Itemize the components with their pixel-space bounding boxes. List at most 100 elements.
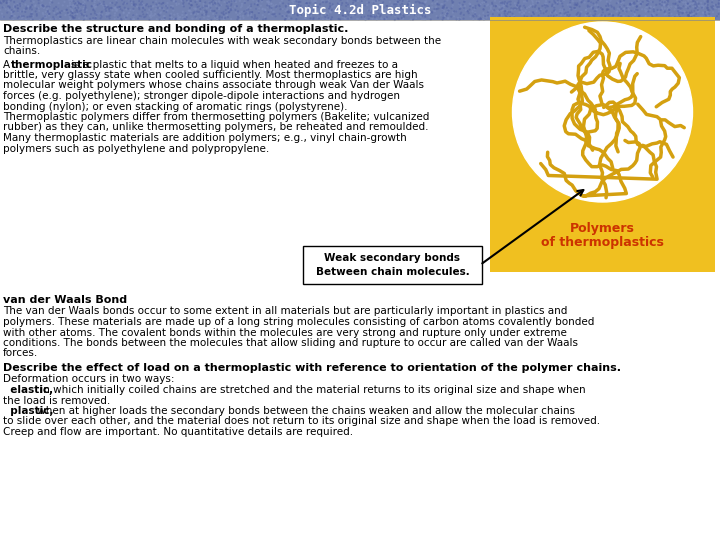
Point (292, 0, 304, 7)
Point (7, 8, 19, 16)
Point (81, 11, 92, 20)
Point (90, 14, 102, 23)
Point (616, 11, 627, 20)
Point (181, 0, 193, 5)
Point (226, 0, 238, 5)
Point (580, 11, 592, 19)
Point (221, 11, 233, 19)
Point (36, 15, 48, 24)
Point (388, 7, 400, 16)
Point (107, 0, 118, 7)
Point (601, 14, 613, 22)
Point (189, 8, 200, 16)
Point (114, 3, 125, 12)
Point (68, 14, 79, 22)
Point (274, 10, 285, 18)
Point (672, 6, 684, 15)
Point (686, 6, 698, 15)
Point (436, 8, 448, 17)
Point (26, 1, 37, 9)
Point (670, 0, 681, 9)
Point (405, 15, 416, 24)
Point (71, 6, 82, 15)
Point (505, 5, 517, 14)
Point (606, 2, 617, 10)
Point (672, 4, 684, 13)
Point (494, 11, 505, 20)
Point (127, 11, 139, 19)
Point (300, 13, 312, 22)
Point (505, 13, 516, 22)
Point (222, 4, 234, 12)
Point (181, 11, 192, 19)
Point (308, 0, 320, 5)
Point (564, 0, 576, 7)
Point (613, 0, 624, 8)
Point (248, 0, 259, 5)
Point (589, 11, 600, 20)
Point (68, 14, 79, 23)
Point (173, 14, 184, 22)
Point (345, 1, 356, 10)
Point (34, 16, 45, 24)
Point (87, 2, 99, 10)
Point (198, 2, 210, 10)
Point (464, 0, 476, 9)
Point (372, 11, 384, 19)
Point (487, 6, 499, 15)
Point (266, 10, 278, 19)
Point (68, 1, 79, 9)
Point (682, 11, 693, 19)
Point (590, 1, 601, 10)
Point (416, 0, 428, 8)
Point (418, 5, 430, 14)
Point (293, 0, 305, 6)
Point (369, 4, 381, 13)
Point (500, 11, 511, 20)
Point (94, 0, 105, 8)
Point (623, 12, 634, 21)
Point (498, 3, 510, 11)
Point (194, 2, 205, 11)
Point (416, 3, 428, 12)
Point (485, 5, 497, 14)
Point (145, 2, 157, 10)
Point (377, 3, 389, 12)
Point (491, 1, 503, 10)
Point (202, 2, 214, 10)
Point (635, 14, 647, 23)
Point (249, 11, 261, 19)
Point (27, 8, 38, 17)
Point (651, 11, 662, 19)
Point (219, 0, 230, 6)
Point (588, 3, 599, 12)
Point (9, 2, 21, 11)
Point (478, 5, 490, 14)
Point (571, 1, 582, 10)
Point (65, 4, 76, 13)
Point (327, 0, 338, 9)
Text: of thermoplastics: of thermoplastics (541, 236, 664, 249)
Point (374, 0, 385, 4)
Point (562, 15, 573, 23)
Point (360, 16, 372, 24)
Point (710, 4, 720, 12)
Point (9, 12, 21, 21)
Point (549, 2, 560, 10)
Point (713, 0, 720, 8)
Point (680, 0, 692, 9)
Point (213, 0, 225, 5)
Point (432, 0, 444, 8)
Point (177, 0, 189, 5)
Point (381, 2, 392, 10)
Point (126, 1, 138, 9)
Point (64, 15, 76, 24)
Point (6, 12, 17, 21)
Point (683, 11, 695, 19)
Point (472, 15, 483, 23)
Point (688, 10, 699, 18)
Point (70, 4, 81, 12)
Point (688, 3, 699, 11)
Point (477, 9, 489, 17)
Point (446, 3, 458, 12)
